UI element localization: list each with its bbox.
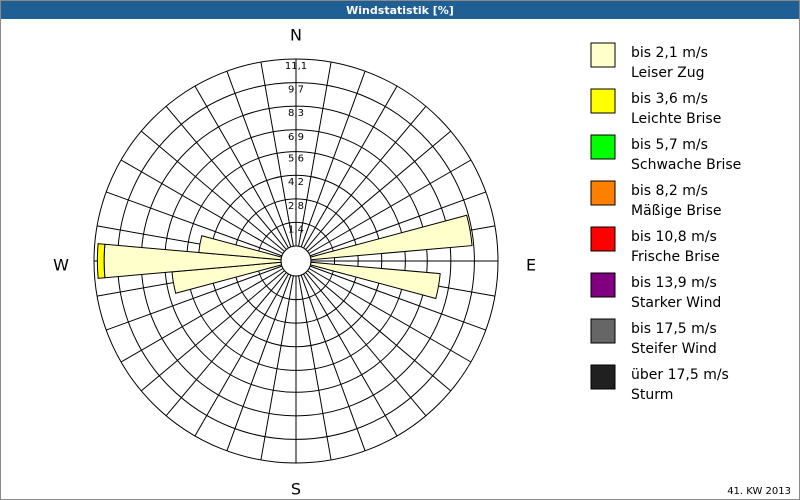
chart-title: Windstatistik [%] (346, 4, 454, 17)
radial-line (300, 274, 366, 451)
title-bar (1, 1, 799, 19)
radial-line (120, 159, 284, 254)
legend-label: bis 17,5 m/s (631, 321, 717, 337)
legend-label: über 17,5 m/s (631, 367, 729, 383)
radial-line (309, 265, 486, 331)
radial-line (140, 130, 285, 252)
radial-line (106, 191, 283, 257)
radial-line (298, 275, 332, 461)
ring-label: 8,3 (288, 108, 304, 119)
radial-line (106, 265, 283, 331)
ring-label: 2,8 (288, 201, 304, 212)
radial-line (305, 272, 427, 417)
legend-swatch (590, 180, 616, 206)
radial-line (226, 71, 292, 248)
footer: 41. KW 2013 (727, 486, 791, 497)
radial-line (140, 270, 285, 392)
radial-line (309, 191, 486, 257)
radial-line (165, 105, 287, 250)
radial-line (308, 268, 472, 363)
legend-label: bis 10,8 m/s (631, 229, 717, 245)
compass-label: S (291, 480, 301, 499)
legend-swatch (590, 134, 616, 160)
radial-line (226, 274, 292, 451)
radial-line (307, 270, 452, 392)
petal-segment (309, 214, 473, 261)
legend-label: bis 13,9 m/s (631, 275, 717, 291)
ring-label: 4,2 (288, 177, 304, 188)
ring-label: 9,7 (288, 85, 304, 96)
ring-label: 6,9 (288, 132, 304, 143)
compass-label: N (290, 26, 302, 45)
radial-line (298, 61, 332, 247)
legend-description: Mäßige Brise (631, 203, 721, 219)
legend-label: bis 5,7 m/s (631, 137, 708, 153)
radial-line (260, 61, 294, 247)
legend-description: Leiser Zug (631, 65, 705, 81)
radial-line (308, 159, 472, 254)
radial-line (165, 272, 287, 417)
legend-label: bis 3,6 m/s (631, 91, 708, 107)
radial-line (305, 105, 427, 250)
legend-label: bis 8,2 m/s (631, 183, 708, 199)
radial-line (194, 85, 289, 249)
legend-description: Leichte Brise (631, 111, 721, 127)
radial-line (260, 275, 294, 461)
petal-segment (96, 243, 106, 279)
petal-segment (198, 235, 283, 261)
radial-line (303, 85, 398, 249)
legend-swatch (590, 226, 616, 252)
petal-segment (309, 261, 441, 300)
compass-label: E (526, 256, 536, 275)
radial-line (194, 273, 289, 437)
legend-swatch (590, 88, 616, 114)
radial-line (120, 268, 284, 363)
ring-label: 5,6 (288, 154, 304, 165)
legend-description: Starker Wind (631, 295, 721, 311)
radial-line (303, 273, 398, 437)
inner-circle (280, 245, 312, 277)
legend-swatch (590, 42, 616, 68)
legend-swatch (590, 272, 616, 298)
radial-line (307, 130, 452, 252)
legend-description: Frische Brise (631, 249, 720, 265)
ring-label: 1,4 (288, 224, 304, 235)
legend-label: bis 2,1 m/s (631, 45, 708, 61)
legend-description: Schwache Brise (631, 157, 741, 173)
compass-label: W (53, 256, 69, 275)
legend-description: Sturm (631, 387, 673, 403)
radial-line (300, 71, 366, 248)
legend-swatch (590, 318, 616, 344)
ring-label: 11,1 (285, 61, 307, 72)
legend-swatch (590, 364, 616, 390)
legend-description: Steifer Wind (631, 341, 717, 357)
